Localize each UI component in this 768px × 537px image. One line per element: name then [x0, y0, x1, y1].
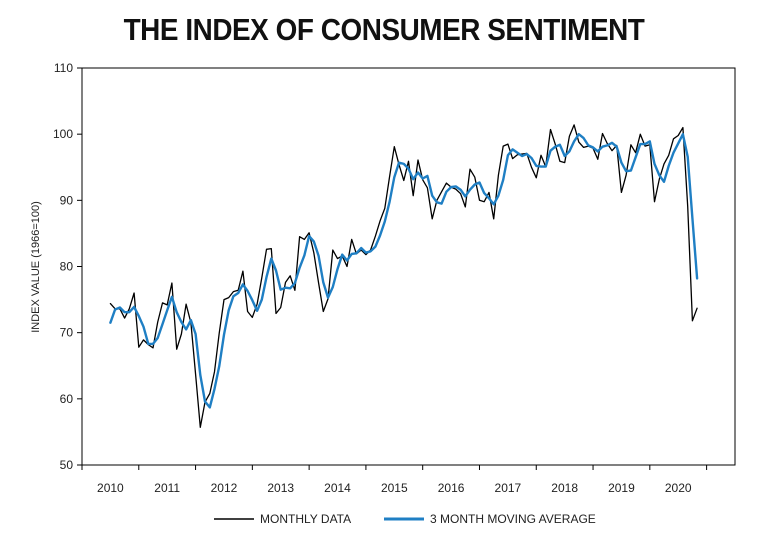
y-tick-label: 100	[53, 127, 73, 141]
x-tick-label: 2015	[381, 481, 408, 495]
x-tick-label: 2019	[608, 481, 635, 495]
y-axis-label: INDEX VALUE (1966=100)	[30, 201, 42, 333]
plot-area-frame	[81, 67, 736, 466]
series-line-3-month-moving-average	[109, 133, 699, 409]
y-tick-label: 80	[60, 260, 74, 274]
x-tick-label: 2018	[551, 481, 578, 495]
x-tick-label: 2013	[267, 481, 294, 495]
y-tick-label: 60	[60, 392, 74, 406]
x-tick-label: 2017	[495, 481, 522, 495]
y-tick-label: 110	[54, 61, 73, 75]
y-tick-label: 90	[60, 193, 74, 207]
y-tick-label: 70	[60, 326, 74, 340]
x-tick-label: 2011	[154, 481, 180, 495]
y-tick-label: 50	[60, 458, 74, 472]
series-line-monthly-data	[109, 124, 698, 428]
x-tick-label: 2014	[324, 481, 351, 495]
x-tick-label: 2010	[97, 481, 124, 495]
legend-3-month-moving-average-label: 3 MONTH MOVING AVERAGE	[430, 512, 596, 526]
legend-monthly-data-label: MONTHLY DATA	[260, 512, 351, 526]
chart-title: THE INDEX OF CONSUMER SENTIMENT	[123, 12, 645, 47]
x-tick-label: 2020	[665, 481, 692, 495]
x-tick-label: 2012	[211, 481, 238, 495]
x-tick-label: 2016	[438, 481, 465, 495]
